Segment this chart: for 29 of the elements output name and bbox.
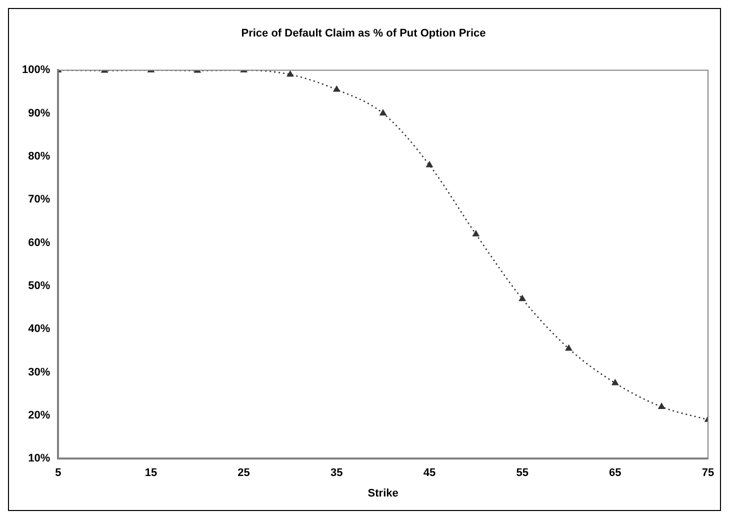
y-tick-label: 70% bbox=[28, 194, 50, 206]
y-tick-label: 60% bbox=[28, 236, 50, 249]
x-tick-label: 5 bbox=[55, 467, 62, 480]
point bbox=[426, 161, 433, 168]
y-tick-label: 10% bbox=[28, 452, 50, 465]
chart-title: Price of Default Claim as % of Put Option Price bbox=[241, 28, 486, 40]
x-tick-label: 75 bbox=[702, 467, 714, 480]
point bbox=[286, 70, 294, 77]
y-tick-label: 30% bbox=[28, 366, 50, 378]
x-tick-label: 55 bbox=[516, 467, 528, 480]
y-tick-label: 100% bbox=[22, 64, 50, 76]
y-tick-label: 80% bbox=[28, 150, 50, 163]
x-tick-label: 45 bbox=[423, 467, 436, 480]
x-tick-label: 35 bbox=[330, 467, 343, 480]
point bbox=[565, 344, 572, 351]
point bbox=[333, 86, 340, 92]
x-tick-label: 15 bbox=[144, 467, 158, 480]
point bbox=[380, 110, 386, 116]
y-tick-label: 20% bbox=[28, 409, 50, 422]
x-axis-title: Strike bbox=[368, 487, 398, 500]
point bbox=[612, 379, 618, 386]
y-tick-label: 40% bbox=[28, 323, 50, 336]
point bbox=[658, 403, 665, 409]
y-tick-label: 90% bbox=[28, 107, 50, 120]
x-tick-label: 25 bbox=[238, 467, 250, 480]
point bbox=[472, 230, 480, 236]
point bbox=[519, 295, 526, 302]
x-tick-label: 65 bbox=[609, 467, 622, 480]
y-tick-label: 50% bbox=[28, 280, 50, 292]
